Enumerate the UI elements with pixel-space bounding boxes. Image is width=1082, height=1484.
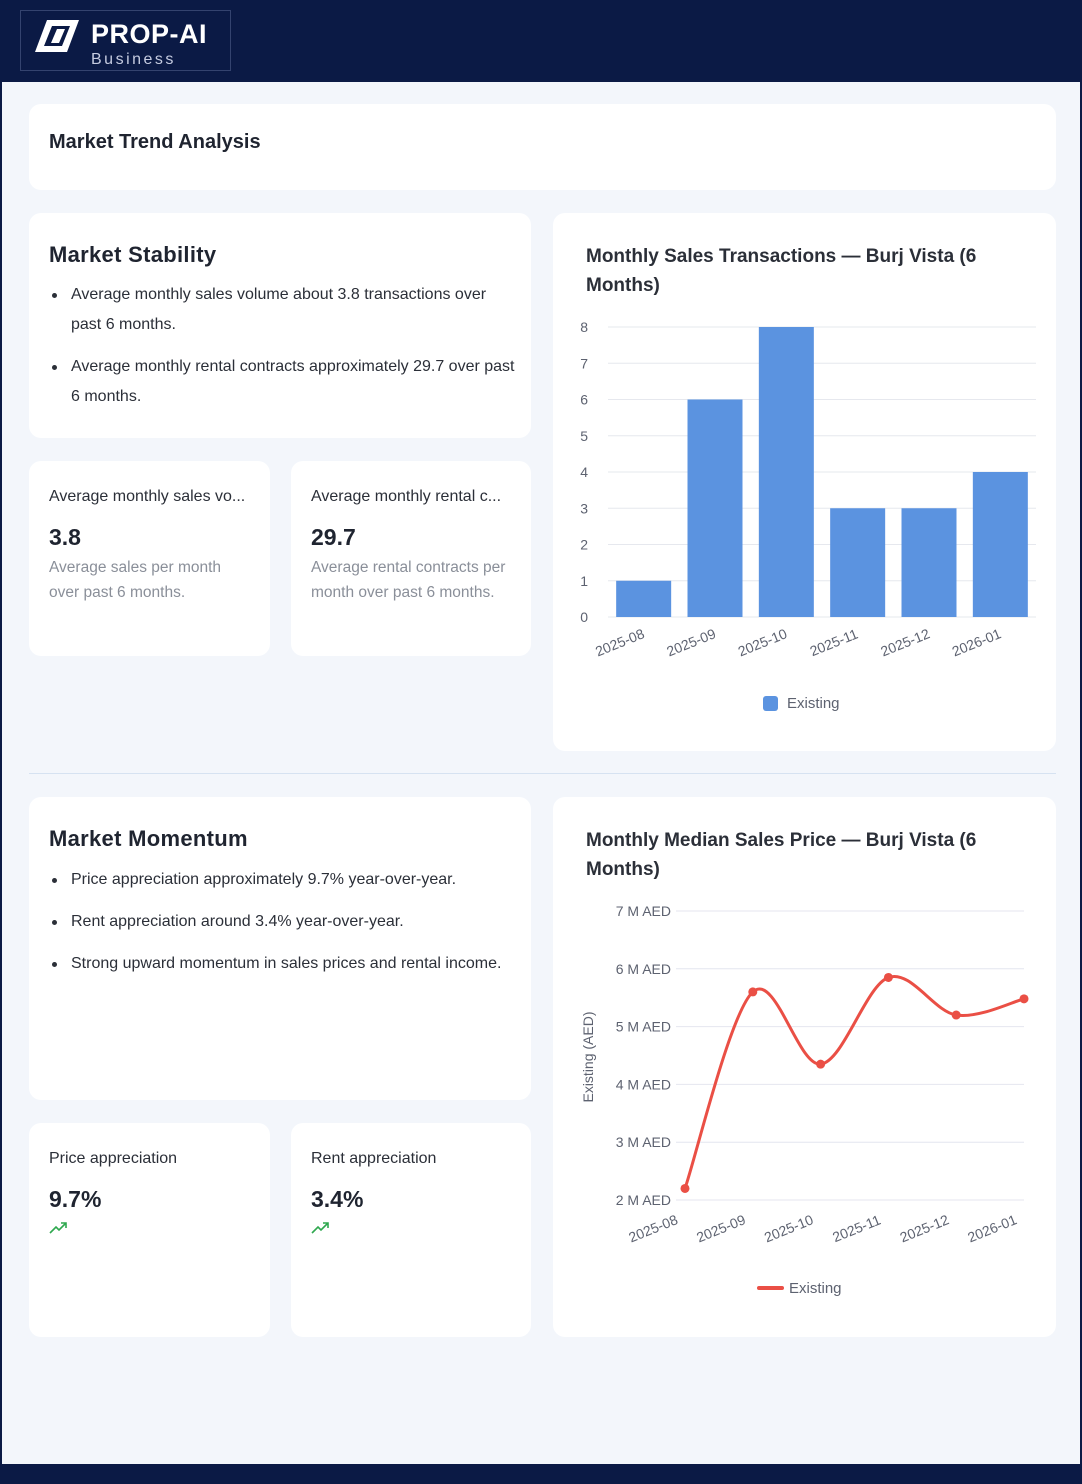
brand-name: PROP-AI — [91, 19, 208, 49]
y-tick-label: 4 — [580, 464, 588, 480]
y-axis-label: Existing (AED) — [580, 1011, 596, 1102]
bar — [901, 508, 957, 617]
y-tick-label: 3 M AED — [616, 1134, 671, 1150]
momentum-bullet-list: Price appreciation approximately 9.7% ye… — [49, 865, 509, 991]
bar — [758, 327, 814, 617]
page-title: Market Trend Analysis — [49, 131, 261, 153]
stability-bullet-list: Average monthly sales volume about 3.8 t… — [49, 280, 519, 424]
x-tick-label: 2025-09 — [664, 625, 718, 659]
top-header: PROP-AI Business — [0, 0, 1082, 82]
stat-label: Average monthly rental c... — [311, 488, 502, 505]
bar — [972, 472, 1028, 617]
x-tick-label: 2025-08 — [593, 625, 647, 659]
bar — [687, 399, 743, 617]
x-tick-label: 2025-10 — [736, 625, 790, 659]
bar-chart: 0 1 2 3 4 5 6 7 8 2025-08 2025-09 2025-10 2025-11 202… — [580, 319, 1036, 712]
series-line — [683, 974, 1025, 1189]
data-point — [748, 987, 758, 997]
page-footer — [0, 1464, 1082, 1484]
list-item: Average monthly sales volume about 3.8 t… — [49, 280, 519, 340]
list-item: Strong upward momentum in sales prices a… — [49, 949, 509, 979]
section-title-momentum: Market Momentum — [49, 826, 248, 851]
stat-card-rent-appreciation: Rent appreciation 3.4% — [291, 1123, 531, 1337]
section-title-stability: Market Stability — [49, 242, 217, 267]
x-tick-label: 2025-08 — [626, 1211, 680, 1245]
y-tick-label: 4 M AED — [616, 1076, 671, 1092]
legend-label: Existing — [787, 695, 840, 712]
y-tick-label: 2 — [580, 537, 588, 553]
list-item: Price appreciation approximately 9.7% ye… — [49, 865, 509, 895]
stat-description: Average sales per month over past 6 mont… — [49, 559, 222, 601]
median-price-chart-card: Monthly Median Sales Price — Burj Vista … — [553, 797, 1056, 1337]
list-item: Average monthly rental contracts approxi… — [49, 352, 519, 412]
data-point — [680, 1183, 690, 1193]
x-tick-label: 2025-12 — [878, 625, 932, 659]
x-tick-label: 2025-10 — [762, 1211, 816, 1245]
x-tick-label: 2025-11 — [807, 625, 860, 659]
x-tick-label: 2026-01 — [965, 1211, 1019, 1245]
stat-card-rental-contracts: Average monthly rental c... 29.7 Average… — [291, 461, 531, 656]
chart-title: Monthly Median Sales Price — Burj Vista … — [586, 830, 977, 880]
data-point — [883, 972, 893, 982]
brand-logo[interactable]: PROP-AI Business — [20, 10, 231, 71]
x-tick-label: 2025-11 — [830, 1211, 883, 1245]
data-point — [1019, 994, 1029, 1004]
stat-label: Rent appreciation — [311, 1150, 437, 1167]
market-stability-card: Market Stability Average monthly sales v… — [29, 213, 531, 438]
stat-value: 3.4% — [311, 1186, 364, 1212]
y-tick-label: 7 M AED — [616, 903, 671, 919]
stat-card-price-appreciation: Price appreciation 9.7% — [29, 1123, 270, 1337]
stat-value: 29.7 — [311, 524, 356, 550]
bar — [616, 580, 672, 617]
list-item: Rent appreciation around 3.4% year-over-… — [49, 907, 509, 937]
brand-subtitle: Business — [91, 51, 176, 68]
x-tick-label: 2025-12 — [898, 1211, 952, 1245]
page-title-card: Market Trend Analysis — [29, 104, 1056, 190]
stat-label: Price appreciation — [49, 1150, 178, 1167]
trending-up-icon — [311, 1222, 329, 1234]
bar — [830, 508, 886, 617]
y-tick-label: 3 — [580, 500, 588, 516]
legend-label: Existing — [789, 1280, 842, 1297]
section-divider — [29, 773, 1056, 774]
y-tick-label: 5 M AED — [616, 1019, 671, 1035]
stat-description: Average rental contracts per month over … — [311, 559, 506, 601]
market-momentum-card: Market Momentum Price appreciation appro… — [29, 797, 531, 1100]
y-tick-label: 8 — [580, 319, 588, 335]
data-point — [816, 1059, 826, 1069]
stat-card-sales-volume: Average monthly sales vo... 3.8 Average … — [29, 461, 270, 656]
data-point — [951, 1010, 961, 1020]
stat-label: Average monthly sales vo... — [49, 488, 246, 505]
chart-title: Monthly Sales Transactions — Burj Vista … — [586, 246, 977, 296]
stat-value: 3.8 — [49, 524, 81, 550]
y-tick-label: 5 — [580, 428, 588, 444]
legend-swatch — [763, 696, 778, 711]
sales-transactions-chart-card: Monthly Sales Transactions — Burj Vista … — [553, 213, 1056, 751]
y-tick-label: 6 M AED — [616, 961, 671, 977]
y-tick-label: 0 — [580, 609, 588, 625]
y-tick-label: 6 — [580, 392, 588, 408]
line-chart: 2 M AED 3 M AED 4 M AED 5 M AED 6 M AED 7 M A… — [580, 903, 1029, 1297]
y-tick-label: 7 — [580, 355, 588, 371]
y-tick-label: 1 — [580, 573, 588, 589]
prop-ai-logo-icon — [35, 20, 79, 52]
y-tick-label: 2 M AED — [616, 1192, 671, 1208]
stat-value: 9.7% — [49, 1186, 102, 1212]
x-tick-label: 2025-09 — [694, 1211, 748, 1245]
trending-up-icon — [49, 1222, 67, 1234]
x-tick-label: 2026-01 — [950, 625, 1004, 659]
